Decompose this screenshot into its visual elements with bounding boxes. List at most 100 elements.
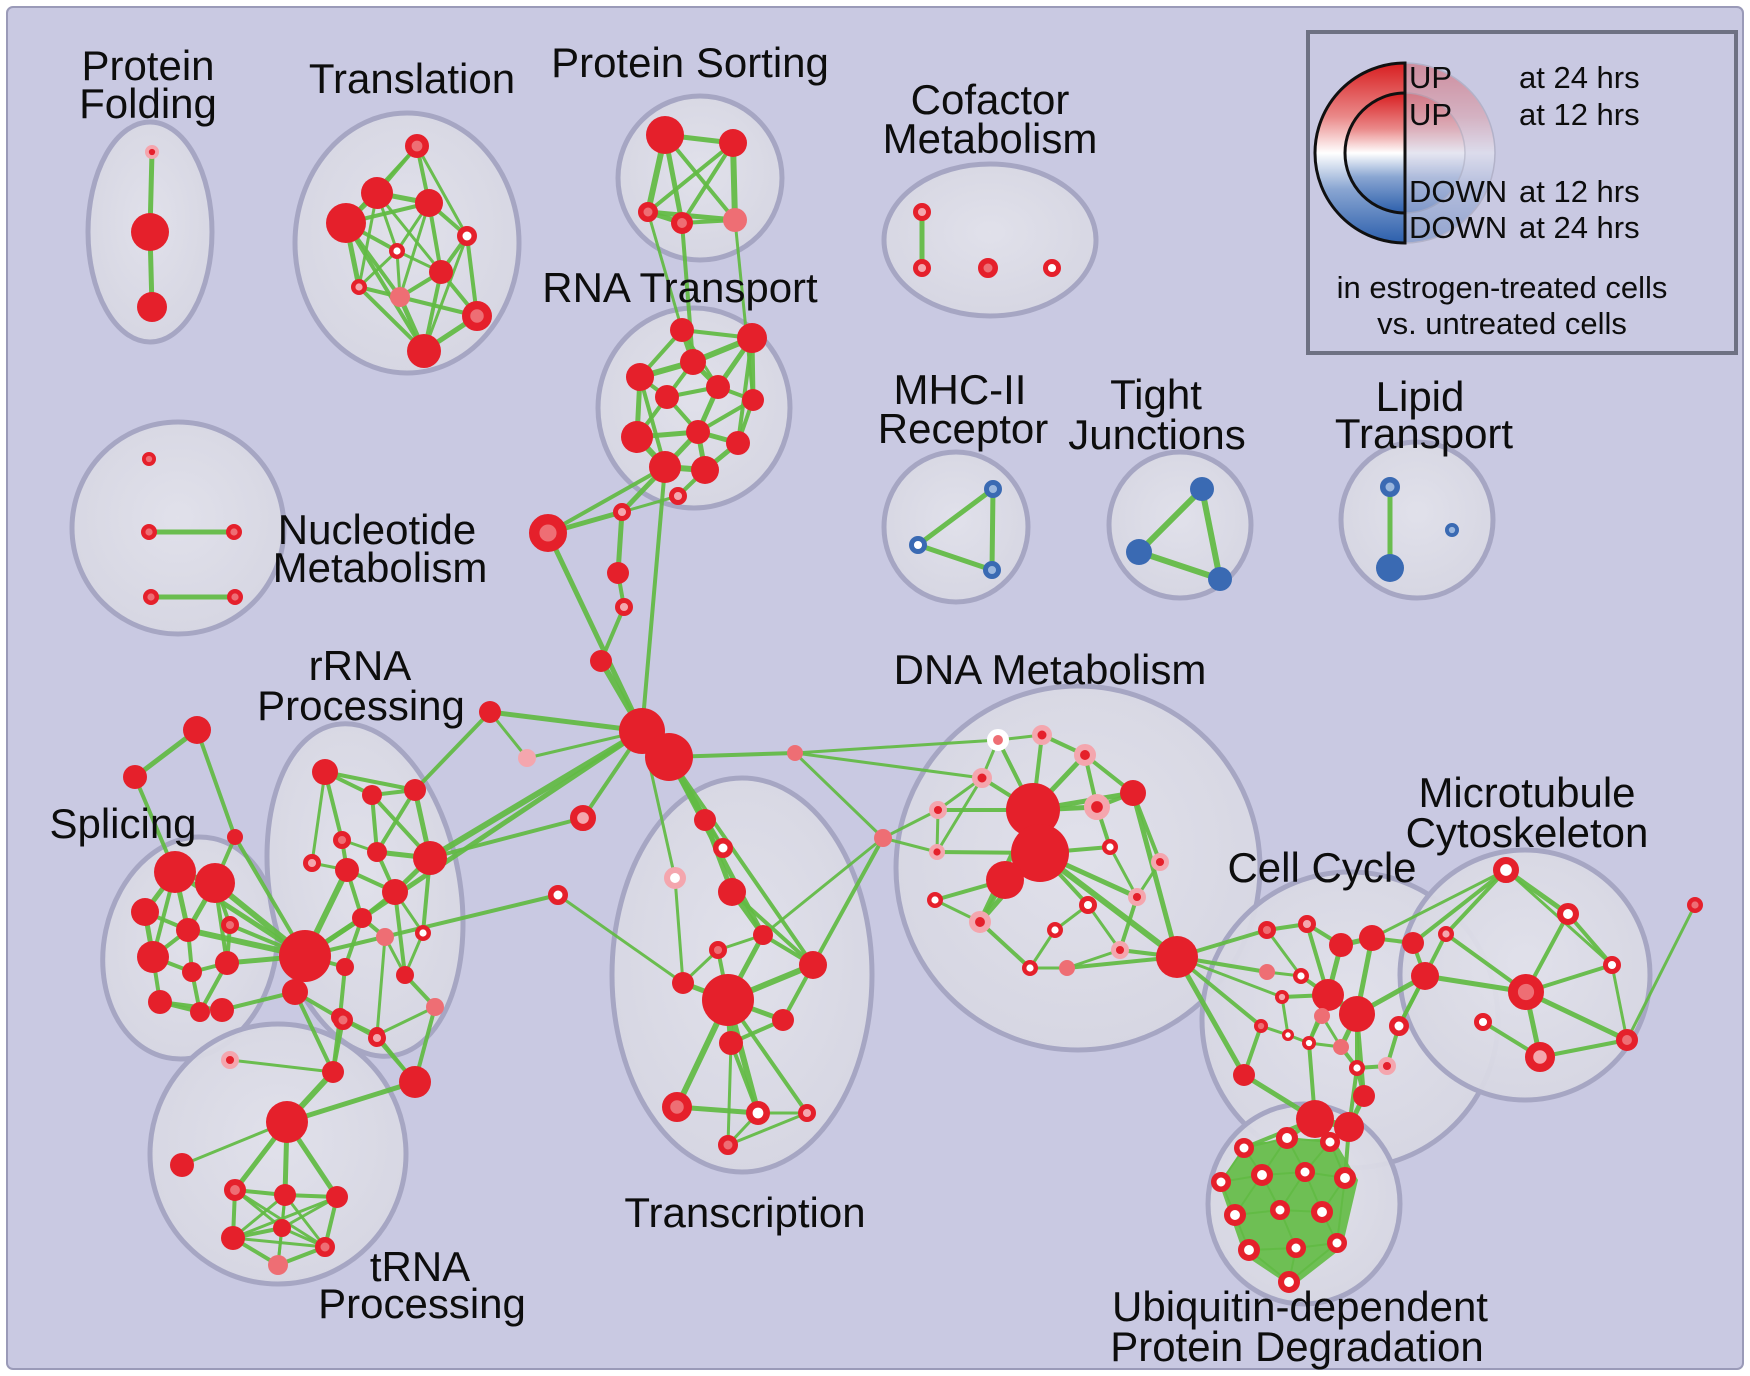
node-bridge-24[interactable] [221, 1050, 240, 1069]
node-transcription-8[interactable] [745, 1101, 770, 1126]
node-cell-cycle-2[interactable] [1329, 933, 1353, 957]
node-cell-cycle-8[interactable] [1339, 996, 1375, 1032]
node-rrna-processing-2[interactable] [404, 779, 426, 801]
node-dna-metabolism-6[interactable] [929, 844, 946, 861]
node-microtubule-cytoskeleton-7[interactable] [1473, 1012, 1492, 1031]
node-splicing-11[interactable] [148, 990, 172, 1014]
node-bridge-5[interactable] [528, 513, 567, 552]
node-ubiquitin-degradation-7[interactable] [1224, 1204, 1247, 1227]
node-ubiquitin-degradation-10[interactable] [1238, 1239, 1261, 1262]
node-splicing-12[interactable] [190, 1002, 210, 1022]
node-mhc-ii-receptor-1[interactable] [908, 535, 927, 554]
node-rrna-processing-8[interactable] [413, 841, 447, 875]
node-rrna-processing-3[interactable] [333, 830, 352, 849]
node-mhc-ii-receptor-0[interactable] [983, 480, 1002, 499]
node-rna-transport-6[interactable] [742, 389, 764, 411]
node-rrna-processing-1[interactable] [362, 785, 382, 805]
node-cell-cycle-22[interactable] [1402, 932, 1424, 954]
node-cofactor-metabolism-0[interactable] [912, 203, 931, 222]
node-rna-transport-2[interactable] [626, 363, 654, 391]
node-translation-8[interactable] [390, 287, 410, 307]
node-translation-10[interactable] [407, 334, 441, 368]
node-ubiquitin-degradation-3[interactable] [1211, 1172, 1231, 1192]
node-translation-1[interactable] [361, 177, 393, 209]
node-microtubule-cytoskeleton-6[interactable] [1602, 955, 1621, 974]
node-trna-processing-3[interactable] [274, 1184, 296, 1206]
node-cell-cycle-21[interactable] [1411, 962, 1439, 990]
node-rrna-processing-4[interactable] [303, 853, 322, 872]
node-microtubule-cytoskeleton-1[interactable] [1557, 903, 1580, 926]
node-ubiquitin-degradation-5[interactable] [1295, 1162, 1315, 1182]
node-trna-processing-7[interactable] [268, 1255, 288, 1275]
node-cofactor-metabolism-3[interactable] [1042, 259, 1061, 278]
node-microtubule-cytoskeleton-5[interactable] [1616, 1029, 1639, 1052]
node-translation-2[interactable] [326, 203, 366, 243]
node-cell-cycle-6[interactable] [1275, 989, 1290, 1004]
node-dna-metabolism-3[interactable] [972, 768, 992, 788]
node-splicing-2[interactable] [227, 829, 243, 845]
node-rrna-processing-6[interactable] [335, 858, 359, 882]
node-cell-cycle-7[interactable] [1312, 979, 1344, 1011]
node-bridge-19[interactable] [282, 979, 308, 1005]
node-trna-processing-6[interactable] [315, 1237, 335, 1257]
node-rna-transport-1[interactable] [737, 323, 767, 353]
node-splicing-0[interactable] [183, 716, 211, 744]
node-rna-transport-11[interactable] [691, 456, 719, 484]
node-translation-6[interactable] [429, 260, 453, 284]
node-dna-metabolism-2[interactable] [1074, 744, 1097, 767]
node-dna-metabolism-9[interactable] [986, 861, 1024, 899]
node-tight-junctions-1[interactable] [1126, 539, 1152, 565]
node-protein-sorting-3[interactable] [671, 211, 694, 234]
node-translation-3[interactable] [415, 189, 443, 217]
node-rna-transport-3[interactable] [680, 349, 706, 375]
node-nucleotide-metabolism-4[interactable] [226, 589, 243, 606]
node-dna-metabolism-16[interactable] [969, 911, 992, 934]
node-dna-metabolism-0[interactable] [987, 729, 1010, 752]
node-ubiquitin-degradation-12[interactable] [1327, 1233, 1347, 1253]
node-splicing-13[interactable] [279, 930, 331, 982]
node-splicing-7[interactable] [221, 915, 240, 934]
node-rrna-processing-9[interactable] [352, 908, 372, 928]
node-bridge-10[interactable] [645, 733, 693, 781]
node-tight-junctions-2[interactable] [1208, 567, 1232, 591]
node-cell-cycle-13[interactable] [1333, 1039, 1349, 1055]
node-microtubule-cytoskeleton-2[interactable] [1437, 926, 1454, 943]
node-rna-transport-7[interactable] [621, 421, 653, 453]
node-rrna-processing-13[interactable] [336, 958, 354, 976]
node-rna-transport-10[interactable] [649, 451, 681, 483]
node-transcription-6[interactable] [719, 1031, 743, 1055]
node-bridge-25[interactable] [210, 998, 234, 1022]
node-dna-metabolism-17[interactable] [1078, 895, 1097, 914]
node-splicing-1[interactable] [123, 765, 147, 789]
node-transcription-0[interactable] [753, 925, 773, 945]
node-transcription-3[interactable] [799, 951, 827, 979]
node-rrna-processing-12[interactable] [396, 966, 414, 984]
node-cell-cycle-17[interactable] [1233, 1064, 1255, 1086]
node-dna-metabolism-15[interactable] [927, 892, 944, 909]
node-ubiquitin-degradation-6[interactable] [1334, 1167, 1357, 1190]
node-rrna-processing-14[interactable] [426, 998, 444, 1016]
node-cell-cycle-10[interactable] [1254, 1018, 1269, 1033]
node-ubiquitin-degradation-9[interactable] [1311, 1201, 1334, 1224]
node-transcription-1[interactable] [708, 940, 727, 959]
node-protein-folding-2[interactable] [137, 292, 167, 322]
node-ubiquitin-degradation-8[interactable] [1270, 1200, 1290, 1220]
node-cell-cycle-4[interactable] [1259, 964, 1275, 980]
node-dna-metabolism-12[interactable] [1101, 839, 1118, 856]
node-mhc-ii-receptor-2[interactable] [982, 560, 1001, 579]
node-translation-9[interactable] [462, 301, 492, 331]
node-ubiquitin-degradation-11[interactable] [1286, 1238, 1306, 1258]
node-ubiquitin-degradation-13[interactable] [1278, 1271, 1301, 1294]
node-translation-0[interactable] [404, 134, 429, 159]
node-splicing-6[interactable] [176, 918, 200, 942]
node-bridge-18[interactable] [1686, 897, 1703, 914]
node-ubiquitin-degradation-0[interactable] [1234, 1138, 1254, 1158]
node-rna-transport-4[interactable] [706, 375, 730, 399]
node-transcription-2[interactable] [672, 972, 694, 994]
node-bridge-16[interactable] [694, 809, 716, 831]
node-cell-cycle-3[interactable] [1359, 925, 1385, 951]
node-translation-4[interactable] [457, 226, 477, 246]
node-protein-folding-1[interactable] [131, 213, 169, 251]
node-cofactor-metabolism-1[interactable] [912, 259, 931, 278]
node-bridge-7[interactable] [614, 597, 633, 616]
